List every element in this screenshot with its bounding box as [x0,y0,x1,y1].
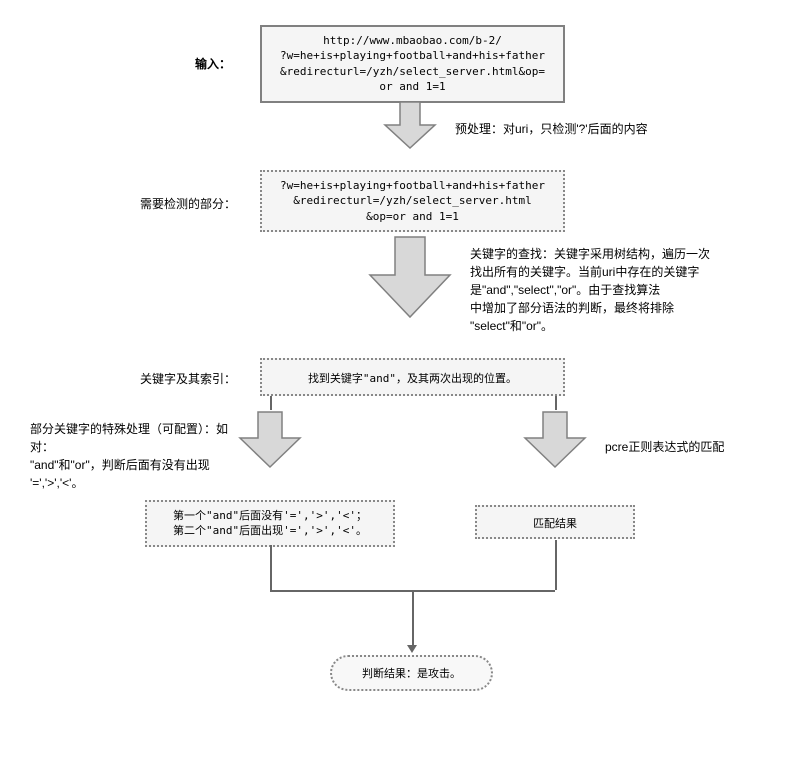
arrow2-l4: 中增加了部分语法的判断，最终将排除 [470,299,770,317]
left-note-l2: "and"和"or"，判断后面有没有出现 [30,456,240,474]
box2-line1: ?w=he+is+playing+football+and+his+father [272,178,553,193]
result-box: 判断结果：是攻击。 [330,655,493,691]
conn-l [270,396,272,410]
box-detect-part: ?w=he+is+playing+football+and+his+father… [260,170,565,232]
box4-l1: 第一个"and"后面没有'=','>','<'； [157,508,383,523]
arrow2-l2: 找出所有的关键字。当前uri中存在的关键字 [470,263,770,281]
arrow-2 [365,235,455,320]
arrow2-label: 关键字的查找：关键字采用树结构，遍历一次 找出所有的关键字。当前uri中存在的关… [470,245,770,335]
result-text: 判断结果：是攻击。 [362,668,461,680]
conn-r [555,396,557,410]
box2-line3: &op=or and 1=1 [272,209,553,224]
arrow1-label: 预处理：对uri，只检测'?'后面的内容 [455,120,755,138]
box3-text: 找到关键字"and"，及其两次出现的位置。 [308,372,517,385]
arrow-1 [380,100,440,150]
left-note-l1: 部分关键字的特殊处理（可配置）：如对： [30,420,240,456]
box1-line1: http://www.mbaobao.com/b-2/ [272,33,553,48]
box-special-handling: 第一个"and"后面没有'=','>','<'； 第二个"and"后面出现'='… [145,500,395,547]
box4-l2: 第二个"and"后面出现'=','>','<'。 [157,523,383,538]
arrow-left [235,410,305,470]
left-note-l3: '=','>','<'。 [30,474,240,492]
box-input-uri: http://www.mbaobao.com/b-2/ ?w=he+is+pla… [260,25,565,103]
box1-line4: or and 1=1 [272,79,553,94]
arrow2-l1: 关键字的查找：关键字采用树结构，遍历一次 [470,245,770,263]
arrow2-l5: "select"和"or"。 [470,317,770,335]
box5-text: 匹配结果 [533,517,577,530]
box-match-result: 匹配结果 [475,505,635,539]
input-label: 输入： [195,55,231,73]
line-left-down [270,545,272,590]
arrow2-l3: 是"and","select","or"。由于查找算法 [470,281,770,299]
detect-label: 需要检测的部分： [140,195,236,213]
box-keyword-index: 找到关键字"and"，及其两次出现的位置。 [260,358,565,396]
box2-line2: &redirecturl=/yzh/select_server.html [272,193,553,208]
keyword-label: 关键字及其索引： [140,370,236,388]
line-center-down [412,590,414,645]
arrowhead-result [407,645,417,653]
box1-line2: ?w=he+is+playing+football+and+his+father [272,48,553,63]
right-note: pcre正则表达式的匹配 [605,438,724,456]
left-note: 部分关键字的特殊处理（可配置）：如对： "and"和"or"，判断后面有没有出现… [30,420,240,492]
box1-line3: &redirecturl=/yzh/select_server.html&op= [272,64,553,79]
line-right-down [555,540,557,590]
arrow-right [520,410,590,470]
